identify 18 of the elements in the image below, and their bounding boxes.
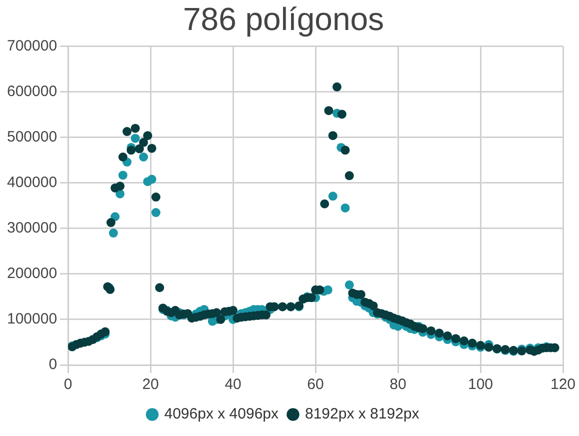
- x-tick-label: 40: [224, 376, 242, 394]
- y-tick-label: 700000: [6, 38, 58, 55]
- y-tick-label: 400000: [6, 174, 58, 192]
- x-tick-label: 120: [550, 376, 576, 394]
- x-tick-label: 80: [390, 376, 406, 394]
- x-tick-label: 60: [307, 376, 324, 394]
- x-tick-label: 20: [142, 376, 159, 394]
- x-tick-label: 100: [468, 376, 494, 394]
- legend-label: 8192px x 8192px: [305, 406, 420, 423]
- y-tick-label: 600000: [6, 83, 58, 100]
- y-tick-label: 0: [48, 356, 58, 374]
- y-tick-label: 200000: [6, 265, 58, 282]
- legend-label: 4096px x 4096px: [164, 406, 279, 423]
- y-tick-label: 100000: [6, 310, 58, 328]
- y-tick-label: 300000: [6, 220, 58, 237]
- chart-title: 786 polígonos: [182, 1, 384, 38]
- y-tick-label: 500000: [6, 128, 58, 146]
- x-tick-label: 0: [64, 376, 72, 394]
